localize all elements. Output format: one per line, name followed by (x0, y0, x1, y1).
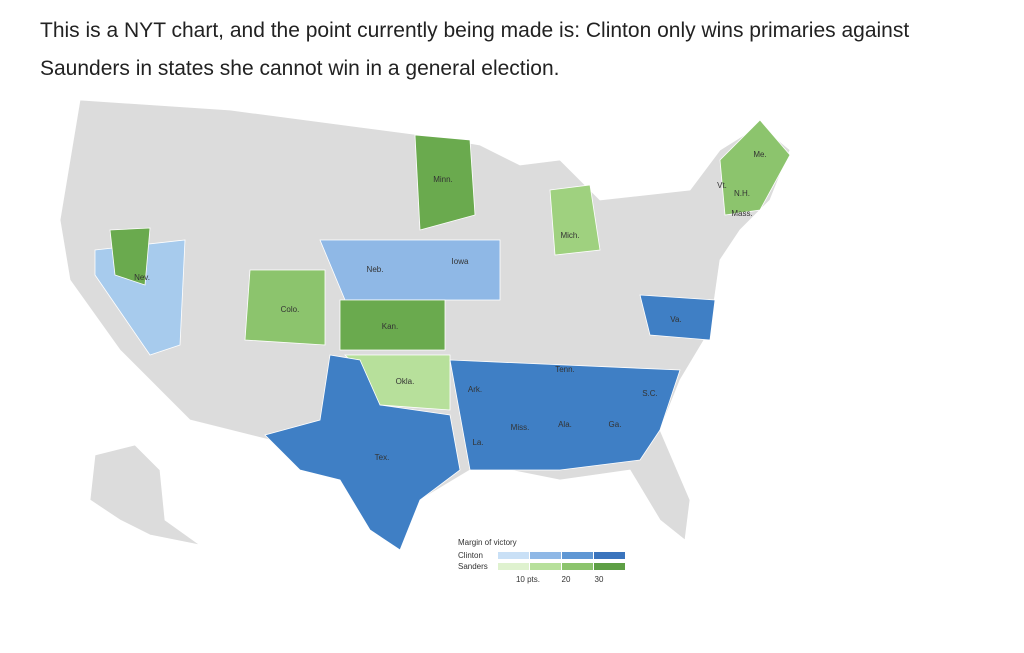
state-labels: Minn. Me. Vt. N.H. Mass. Mich. Iowa Neb. Nev. Col… (134, 150, 767, 462)
legend-swatch (562, 552, 593, 559)
legend-title: Margin of victory (458, 538, 517, 547)
state-label: Ark. (468, 385, 482, 394)
state-label: Me. (753, 150, 766, 159)
texas (264, 354, 461, 551)
legend-row-label: Sanders (458, 562, 488, 571)
state-label: Va. (670, 315, 681, 324)
post-text: This is a NYT chart, and the point curre… (40, 19, 910, 80)
state-label: Mich. (560, 231, 579, 240)
state-label: Nev. (134, 273, 150, 282)
state-label: Ala. (558, 420, 572, 429)
state-label: Tex. (375, 453, 390, 462)
legend-swatch (530, 552, 561, 559)
legend-row-label: Clinton (458, 551, 483, 560)
state-label: Neb. (367, 265, 384, 274)
legend-tick-label: 20 (562, 575, 571, 584)
state-label: Okla. (396, 377, 415, 386)
virginia (639, 294, 716, 341)
state-label: Tenn. (555, 365, 575, 374)
base-map (59, 99, 791, 551)
michigan (549, 184, 601, 256)
minnesota (414, 134, 476, 231)
nevada-north (109, 227, 151, 286)
southeast (449, 359, 681, 471)
legend-swatch (498, 552, 529, 559)
legend-swatch (498, 563, 529, 570)
legend-swatch (594, 552, 625, 559)
state-label: Minn. (433, 175, 453, 184)
legend-swatch (562, 563, 593, 570)
legend-swatch (530, 563, 561, 570)
alaska (89, 444, 201, 546)
state-label: Colo. (281, 305, 300, 314)
legend-tick-label: 10 pts. (516, 575, 540, 584)
state-label: La. (472, 438, 483, 447)
state-label: Kan. (382, 322, 398, 331)
state-label: Ga. (609, 420, 622, 429)
state-label: Vt. (717, 181, 727, 190)
legend-tick-label: 30 (595, 575, 604, 584)
state-label: N.H. (734, 189, 750, 198)
state-label: Mass. (731, 209, 752, 218)
state-label: Miss. (511, 423, 530, 432)
legend-swatch (594, 563, 625, 570)
kansas (339, 299, 446, 351)
colorado (244, 269, 326, 346)
nebraska-iowa (319, 239, 501, 301)
state-label: Iowa (452, 257, 469, 266)
legend: Margin of victory Clinton Sanders 10 pts. 2… (458, 538, 625, 584)
state-label: S.C. (642, 389, 658, 398)
new-england (719, 119, 791, 216)
